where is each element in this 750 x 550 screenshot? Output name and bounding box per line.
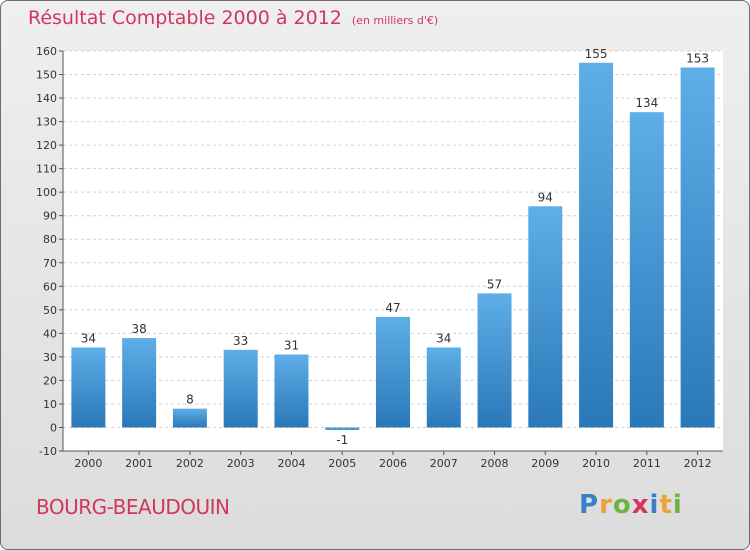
x-tick-label: 2002 <box>176 457 204 470</box>
y-tick-label: 20 <box>43 374 57 387</box>
x-tick-label: 2008 <box>481 457 509 470</box>
commune-name: BOURG-BEAUDOUIN <box>36 495 230 519</box>
x-tick-label: 2004 <box>277 457 305 470</box>
bar <box>274 354 309 428</box>
y-tick-label: 150 <box>36 69 57 82</box>
y-tick-label: 100 <box>36 186 57 199</box>
x-tick-label: 2001 <box>125 457 153 470</box>
bar-value-label: -1 <box>336 433 348 447</box>
y-tick-label: 140 <box>36 92 57 105</box>
chart-title: Résultat Comptable 2000 à 2012 (en millie… <box>28 7 438 29</box>
y-tick-label: 110 <box>36 163 57 176</box>
bar <box>680 67 715 428</box>
y-tick-label: 70 <box>43 257 57 270</box>
bar-value-label: 34 <box>436 331 451 345</box>
bar <box>477 293 512 428</box>
bar-value-label: 155 <box>585 47 608 61</box>
x-tick-label: 2010 <box>582 457 610 470</box>
bar <box>122 338 157 428</box>
bar <box>629 112 664 428</box>
proxiti-logo: Proxiti <box>579 490 683 520</box>
bar <box>223 349 258 428</box>
bar <box>528 206 563 428</box>
y-tick-label: 60 <box>43 280 57 293</box>
x-tick-label: 2006 <box>379 457 407 470</box>
y-tick-label: 90 <box>43 210 57 223</box>
bar <box>579 62 614 428</box>
bar-value-label: 94 <box>538 190 553 204</box>
y-tick-label: 130 <box>36 116 57 129</box>
chart-subtitle: (en milliers d'€) <box>351 14 439 27</box>
logo-letter: P <box>579 490 600 520</box>
bar <box>71 347 106 428</box>
bar-value-label: 47 <box>385 301 400 315</box>
x-tick-label: 2003 <box>227 457 255 470</box>
y-tick-label: 160 <box>36 45 57 58</box>
y-tick-label: 50 <box>43 304 57 317</box>
y-tick-label: 10 <box>43 398 57 411</box>
bar-value-label: 38 <box>132 322 147 336</box>
y-tick-label: 40 <box>43 327 57 340</box>
bar-value-label: 34 <box>81 331 96 345</box>
y-tick-label: 0 <box>50 421 57 434</box>
bar-value-label: 31 <box>284 339 299 353</box>
bar <box>172 408 207 428</box>
y-tick-label: -10 <box>39 445 57 458</box>
x-tick-label: 2012 <box>684 457 712 470</box>
logo-letter: t <box>659 490 673 520</box>
bar-value-label: 153 <box>686 51 709 65</box>
logo-letter: i <box>672 490 683 520</box>
x-tick-label: 2000 <box>74 457 102 470</box>
bar <box>376 316 410 428</box>
title-text: Résultat Comptable 2000 à 2012 <box>28 7 342 29</box>
bar-value-label: 33 <box>233 334 248 348</box>
x-tick-label: 2011 <box>633 457 661 470</box>
logo-letter: i <box>649 490 660 520</box>
bar <box>325 427 360 430</box>
bar-value-label: 8 <box>186 393 194 407</box>
bar <box>426 347 461 428</box>
x-tick-label: 2009 <box>531 457 559 470</box>
x-tick-label: 2007 <box>430 457 458 470</box>
logo-letter: x <box>631 490 650 520</box>
bar-value-label: 57 <box>487 277 502 291</box>
logo-letter: r <box>599 490 613 520</box>
y-tick-label: 30 <box>43 351 57 364</box>
logo-letter: o <box>612 490 632 520</box>
x-tick-label: 2005 <box>328 457 356 470</box>
y-tick-label: 80 <box>43 233 57 246</box>
bar-value-label: 134 <box>635 96 658 110</box>
y-tick-label: 120 <box>36 139 57 152</box>
